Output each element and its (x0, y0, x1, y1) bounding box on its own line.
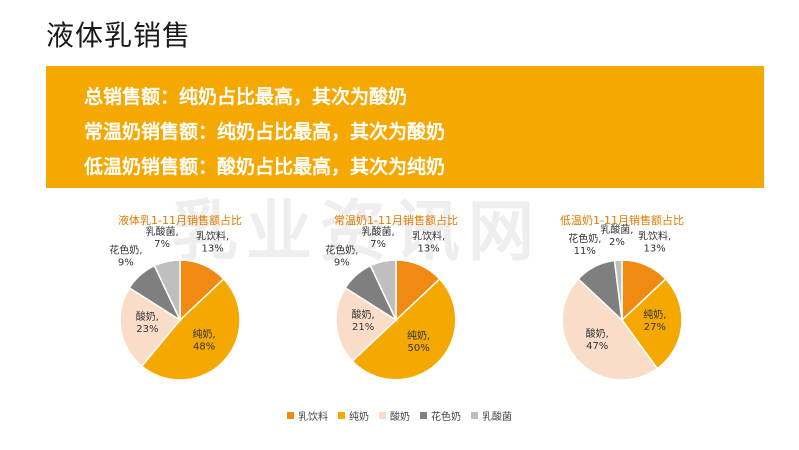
legend-swatch (287, 412, 294, 419)
pie-data-label: 乳饮料, 13% (638, 230, 671, 255)
page-title: 液体乳销售 (46, 19, 192, 52)
pie-data-label: 花色奶, 11% (568, 232, 601, 257)
legend-item: 乳酸菌 (471, 408, 512, 423)
pie-data-label: 纯奶, 50% (407, 329, 430, 354)
pie-chart-chilled-milk: 低温奶1-11月销售额占比 乳饮料, 13% 纯奶, 27% 酸奶, 47% 花色奶, 11%… (512, 208, 732, 408)
legend-item: 乳饮料 (287, 408, 328, 423)
pie-data-label: 花色奶, 9% (325, 244, 358, 269)
pie-slice-酸奶 (561, 277, 659, 381)
pie-slice-纯奶 (621, 277, 683, 370)
pie-data-label: 酸奶, 23% (136, 310, 159, 335)
legend-label: 酸奶 (390, 412, 410, 423)
pie-data-label: 纯奶, 27% (643, 308, 666, 333)
legend-swatch (379, 412, 386, 419)
chart-title: 常温奶1-11月销售额占比 (334, 214, 458, 227)
chart-title: 液体乳1-11月销售额占比 (118, 214, 242, 227)
pie-data-label: 乳饮料, 13% (196, 230, 229, 255)
pie-slice-乳酸菌 (613, 259, 623, 321)
legend-label: 花色奶 (431, 412, 461, 423)
pie-slice-纯奶 (351, 277, 457, 381)
chart-title: 低温奶1-11月销售额占比 (560, 214, 684, 227)
pie-slice-酸奶 (119, 286, 182, 368)
pie-slice-乳酸菌 (369, 259, 397, 321)
legend-item: 花色奶 (420, 408, 461, 423)
legend-swatch (471, 412, 478, 419)
legend-label: 乳酸菌 (482, 412, 512, 423)
pie-chart-liquid-milk: 液体乳1-11月销售额占比 乳饮料, 13% 纯奶, 48% 酸奶, 23% 花色奶, 9% 乳… (70, 208, 290, 408)
pie-data-label: 乳饮料, 13% (412, 230, 445, 255)
legend-item: 纯奶 (338, 408, 369, 423)
legend-label: 纯奶 (349, 412, 369, 423)
pie-data-label: 花色奶, 9% (109, 244, 142, 269)
pie-slice-酸奶 (335, 286, 398, 363)
pie-svg: 乳饮料, 13% 纯奶, 27% 酸奶, 47% 花色奶, 11%乳酸菌, 2% (561, 223, 683, 381)
pie-data-label: 酸奶, 47% (586, 327, 609, 352)
pie-data-label: 乳酸菌, 7% (362, 225, 395, 250)
pie-data-label: 乳酸菌, 7% (146, 225, 179, 250)
pie-slice-乳酸菌 (153, 259, 181, 321)
banner-line-ambient: 常温奶销售额：纯奶占比最高，其次为酸奶 (84, 121, 446, 143)
legend-swatch (420, 412, 427, 419)
legend-label: 乳饮料 (298, 412, 328, 423)
banner-line-chilled: 低温奶销售额：酸奶占比最高，其次为纯奶 (84, 156, 446, 178)
pie-chart-ambient-milk: 常温奶1-11月销售额占比 乳饮料, 13% 纯奶, 50% 酸奶, 21% 花色奶, 9% 乳… (286, 208, 506, 408)
pie-data-label: 酸奶, 21% (352, 308, 375, 333)
pie-data-label: 乳酸菌, 2% (600, 223, 633, 248)
pie-slice-纯奶 (140, 277, 241, 381)
summary-banner: 总销售额：纯奶占比最高，其次为酸奶 常温奶销售额：纯奶占比最高，其次为酸奶 低温… (46, 66, 764, 188)
pie-svg: 乳饮料, 13% 纯奶, 48% 酸奶, 23% 花色奶, 9%乳酸菌, 7% (109, 225, 241, 381)
pie-svg: 乳饮料, 13% 纯奶, 50% 酸奶, 21% 花色奶, 9%乳酸菌, 7% (325, 225, 457, 381)
chart-legend: 乳饮料 纯奶 酸奶 花色奶 乳酸菌 (0, 408, 799, 423)
legend-item: 酸奶 (379, 408, 410, 423)
banner-line-total: 总销售额：纯奶占比最高，其次为酸奶 (84, 86, 408, 108)
pie-data-label: 纯奶, 48% (193, 328, 216, 353)
legend-swatch (338, 412, 345, 419)
